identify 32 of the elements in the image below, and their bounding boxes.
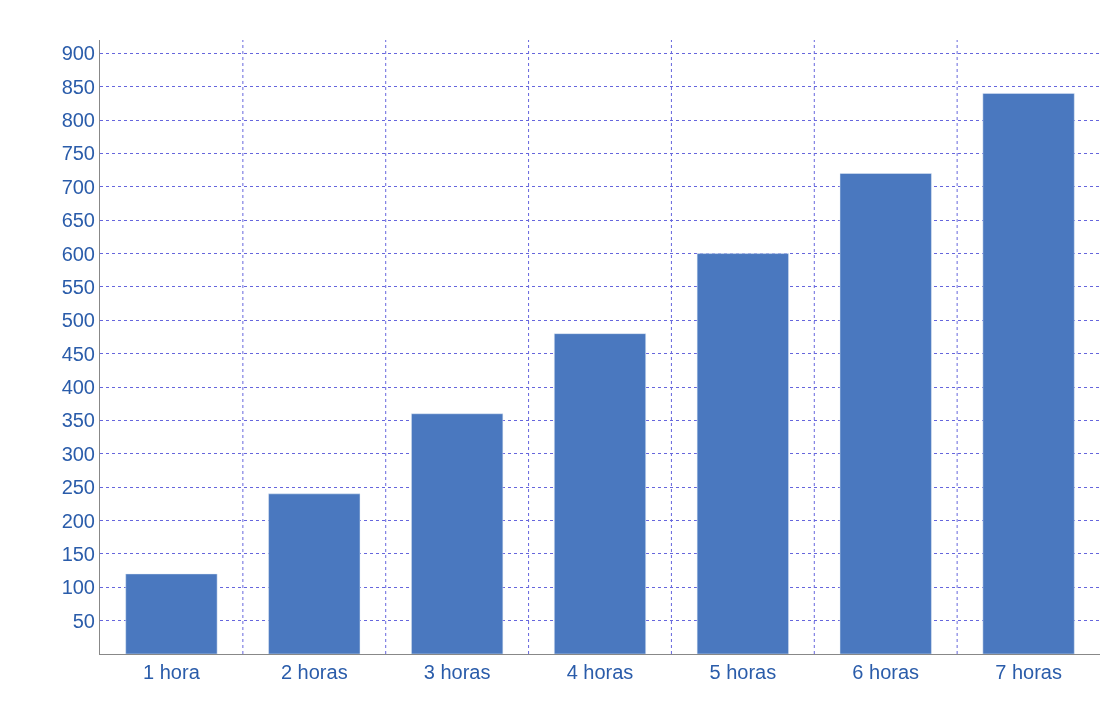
y-tick-label: 300 (61, 442, 95, 465)
y-tick-label: 150 (61, 542, 95, 565)
y-tick-label: 750 (61, 142, 95, 165)
y-tick-label: 350 (61, 409, 95, 432)
y-tick-label: 200 (61, 509, 95, 532)
bar (982, 93, 1075, 654)
x-tick-label: 7 horas (995, 661, 1062, 683)
bar (125, 573, 218, 654)
y-tick-label: 50 (72, 609, 95, 632)
y-tick-label: 100 (61, 576, 95, 599)
x-tick-label: 6 horas (852, 661, 920, 683)
x-tick-label: 2 horas (280, 661, 348, 683)
bar (554, 333, 646, 654)
bar (411, 413, 504, 654)
y-tick-label: 900 (61, 42, 95, 65)
y-tick-label: 600 (61, 242, 95, 265)
bar (696, 253, 789, 654)
y-tick-label: 400 (61, 376, 95, 399)
x-tick-label: 5 horas (709, 661, 777, 683)
bar (268, 493, 361, 654)
y-tick-label: 250 (61, 476, 95, 499)
y-tick-label: 550 (61, 275, 95, 298)
x-tick-label: 4 horas (566, 661, 634, 683)
y-tick-label: 850 (61, 75, 95, 98)
y-tick-label: 650 (61, 209, 95, 232)
x-tick-label: 1 hora (143, 661, 201, 683)
y-tick-label: 450 (61, 342, 95, 365)
y-tick-label: 700 (61, 175, 95, 198)
y-tick-label: 800 (61, 109, 95, 132)
bar (839, 173, 932, 654)
x-tick-label: 3 horas (423, 661, 491, 683)
y-tick-label: 500 (61, 309, 95, 332)
